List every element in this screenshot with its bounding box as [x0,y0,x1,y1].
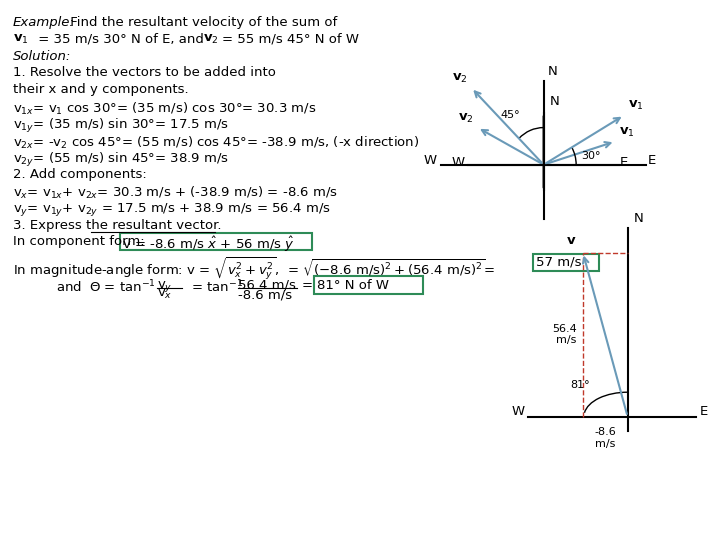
Text: 45°: 45° [500,110,520,120]
Text: W: W [452,156,465,168]
Text: = 35 m/s 30° N of E, and: = 35 m/s 30° N of E, and [34,32,208,45]
Text: Find the resultant velocity of the sum of: Find the resultant velocity of the sum o… [66,16,338,29]
Text: v$_{2x}$= -v$_2$ cos 45°= (55 m/s) cos 45°= -38.9 m/s, (-x direction): v$_{2x}$= -v$_2$ cos 45°= (55 m/s) cos 4… [13,134,419,151]
Text: 81° N of W: 81° N of W [317,279,389,292]
Text: v$_y$= v$_{1y}$+ v$_{2y}$ = 17.5 m/s + 38.9 m/s = 56.4 m/s: v$_y$= v$_{1y}$+ v$_{2y}$ = 17.5 m/s + 3… [13,201,330,218]
Text: v$_{1y}$= (35 m/s) sin 30°= 17.5 m/s: v$_{1y}$= (35 m/s) sin 30°= 17.5 m/s [13,117,229,134]
Text: W: W [511,405,525,418]
Text: v$_x$= v$_{1x}$+ v$_{2x}$= 30.3 m/s + (-38.9 m/s) = -8.6 m/s: v$_x$= v$_{1x}$+ v$_{2x}$= 30.3 m/s + (-… [13,185,338,201]
Text: -8.6
m/s: -8.6 m/s [595,427,616,449]
Text: v$_{2y}$= (55 m/s) sin 45°= 38.9 m/s: v$_{2y}$= (55 m/s) sin 45°= 38.9 m/s [13,151,229,168]
Text: v$_{1x}$= v$_1$ cos 30°= (35 m/s) cos 30°= 30.3 m/s: v$_{1x}$= v$_1$ cos 30°= (35 m/s) cos 30… [13,100,316,117]
Text: 56.4 m/s: 56.4 m/s [238,279,295,292]
Text: 30°: 30° [581,151,600,161]
Text: In magnitude-angle form: v = $\sqrt{v_x^2 + v_y^2}$,  = $\sqrt{(-8.6\ \mathrm{m/: In magnitude-angle form: v = $\sqrt{v_x^… [13,256,497,282]
Text: N: N [547,65,557,78]
Text: E: E [648,154,656,167]
Text: v$_y$: v$_y$ [157,279,173,294]
Text: and  $\Theta$ = tan$^{-1}$: and $\Theta$ = tan$^{-1}$ [56,279,156,295]
Text: $\mathbf{v}_1$: $\mathbf{v}_1$ [628,99,644,112]
Text: E: E [699,405,708,418]
Text: N: N [634,212,644,225]
Text: 3. Express the resultant vector.: 3. Express the resultant vector. [13,219,222,232]
Text: 81°: 81° [570,380,590,390]
Text: In component form:: In component form: [13,235,149,248]
Text: 2. Add components:: 2. Add components: [13,168,147,181]
Text: their x and y components.: their x and y components. [13,83,189,96]
Text: Solution:: Solution: [13,50,71,63]
Text: W: W [423,154,436,167]
Text: v$_x$: v$_x$ [157,288,173,301]
Text: $\mathbf{v}$: $\mathbf{v}$ [566,234,577,247]
Text: 56.4
m/s: 56.4 m/s [552,324,577,346]
Text: $\mathbf{v}_2$: $\mathbf{v}_2$ [203,32,219,45]
Text: = tan$^{-1}$: = tan$^{-1}$ [187,279,243,295]
Text: E: E [620,156,629,168]
Text: -8.6 m/s: -8.6 m/s [238,288,292,301]
Text: $\mathbf{v}_1$: $\mathbf{v}_1$ [13,32,29,45]
Text: $\mathbf{v}_2$: $\mathbf{v}_2$ [452,72,467,85]
Text: v = -8.6 m/s $\hat{x}$ + 56 m/s $\hat{y}$: v = -8.6 m/s $\hat{x}$ + 56 m/s $\hat{y}… [122,235,295,254]
Text: Example:: Example: [13,16,75,29]
Text: N: N [549,95,559,108]
Text: 1. Resolve the vectors to be added into: 1. Resolve the vectors to be added into [13,66,276,79]
Text: $\mathbf{v}_1$: $\mathbf{v}_1$ [619,126,634,139]
Text: = 55 m/s 45° N of W: = 55 m/s 45° N of W [222,32,359,45]
Text: $\mathbf{v}_2$: $\mathbf{v}_2$ [458,112,474,125]
Text: =: = [302,279,318,292]
Text: 57 m/s: 57 m/s [536,256,581,269]
